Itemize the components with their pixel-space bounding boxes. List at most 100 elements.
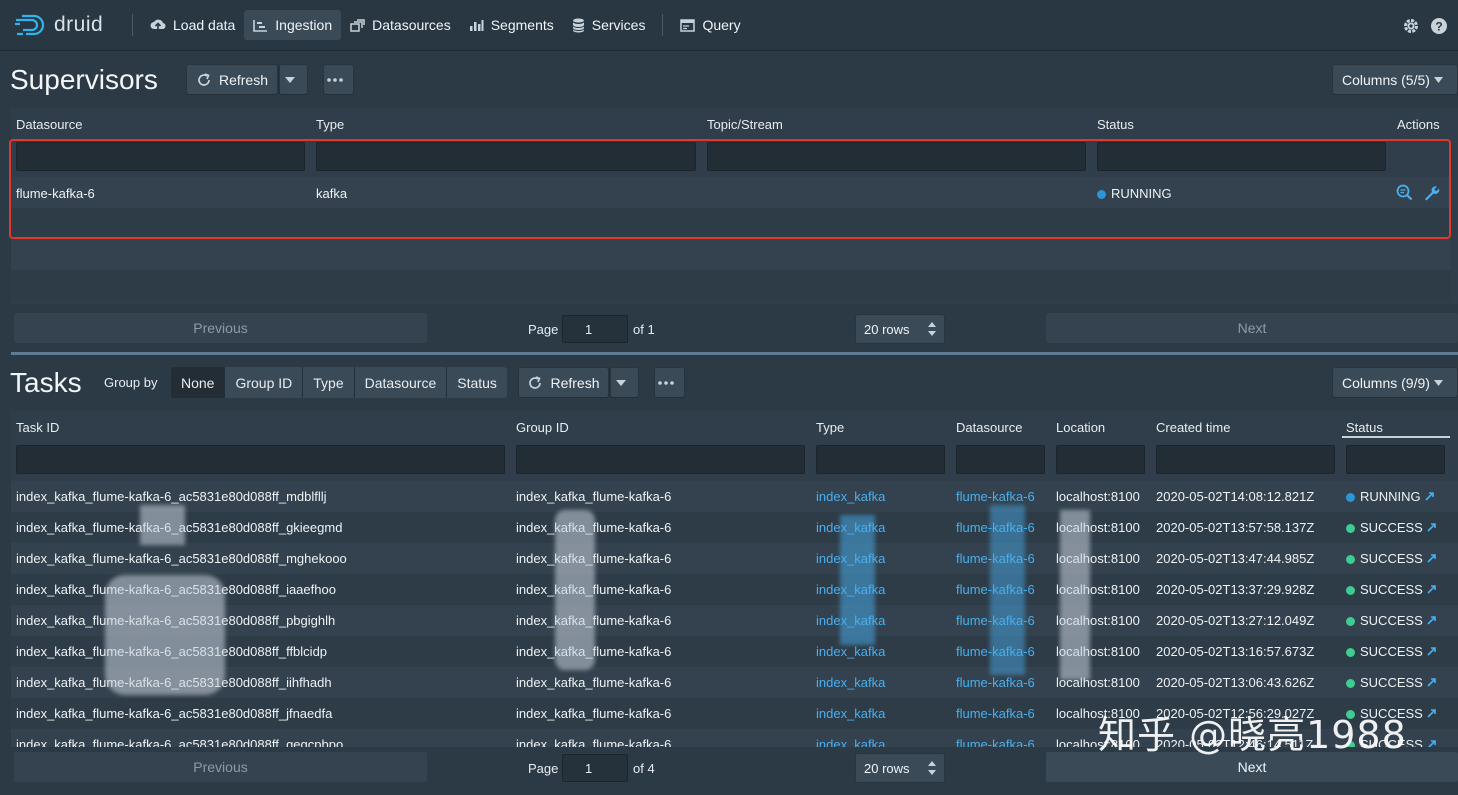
arrow-top-right-icon[interactable] <box>1427 646 1437 656</box>
top-nav-bar: druid Load data Ingestion Datasources Se… <box>0 0 1458 51</box>
arrow-top-right-icon[interactable] <box>1427 708 1437 718</box>
header-created-time[interactable]: Created time <box>1156 420 1231 435</box>
filter-group-id-input[interactable] <box>516 445 805 474</box>
tasks-title: Tasks <box>10 367 82 398</box>
nav-datasources[interactable]: Datasources <box>341 10 460 40</box>
tasks-previous-button[interactable]: Previous <box>14 752 427 782</box>
header-task-id[interactable]: Task ID <box>16 420 60 435</box>
tasks-refresh-button[interactable]: Refresh <box>518 367 609 398</box>
arrow-top-right-icon[interactable] <box>1427 677 1437 687</box>
nav-services[interactable]: Services <box>563 10 655 40</box>
header-datasource[interactable]: Datasource <box>956 420 1023 435</box>
tasks-rows-select[interactable]: 20 rows <box>855 753 945 783</box>
caret-down-icon <box>1434 380 1443 386</box>
cell-status: SUCCESS <box>1346 582 1437 597</box>
header-actions: Actions <box>1397 117 1440 132</box>
filter-status-input[interactable] <box>1097 142 1386 171</box>
header-topic-stream[interactable]: Topic/Stream <box>707 117 783 132</box>
cell-type[interactable]: index_kafka <box>816 582 946 597</box>
cell-type[interactable]: index_kafka <box>816 613 946 628</box>
filter-type-input[interactable] <box>816 445 945 474</box>
group-by-status[interactable]: Status <box>447 367 507 398</box>
tasks-more-button[interactable] <box>654 367 685 398</box>
header-status[interactable]: Status <box>1097 117 1134 132</box>
header-location[interactable]: Location <box>1056 420 1106 435</box>
table-row: index_kafka_flume-kafka-6_ac5831e80d088f… <box>11 605 1458 636</box>
header-status[interactable]: Status <box>1346 420 1383 435</box>
cell-datasource[interactable]: flume-kafka-6 <box>956 551 1035 566</box>
cell-type[interactable]: index_kafka <box>816 706 886 721</box>
nav-divider <box>132 14 133 36</box>
nav-segments[interactable]: Segments <box>460 10 563 40</box>
filter-task-id-input[interactable] <box>16 445 505 474</box>
cell-location: localhost:8100 <box>1056 737 1140 747</box>
cell-created-time: 2020-05-02T14:08:12.821Z <box>1156 489 1315 504</box>
cell-datasource[interactable]: flume-kafka-6 <box>956 644 1035 659</box>
filter-status-input[interactable] <box>1346 445 1445 474</box>
table-row: index_kafka_flume-kafka-6_ac5831e80d088f… <box>11 636 1458 667</box>
cell-task-id: index_kafka_flume-kafka-6_ac5831e80d088f… <box>16 551 347 566</box>
settings-cog-icon[interactable] <box>1402 17 1420 35</box>
supervisors-columns-button[interactable]: Columns (5/5) <box>1332 64 1458 95</box>
nav-divider <box>662 14 664 36</box>
filter-type-input[interactable] <box>316 142 696 171</box>
status-dot-icon <box>1346 586 1355 595</box>
arrow-top-right-icon[interactable] <box>1427 739 1437 747</box>
supervisors-next-button[interactable]: Next <box>1046 313 1458 343</box>
header-type[interactable]: Type <box>816 420 845 435</box>
section-divider[interactable] <box>11 352 1458 355</box>
tasks-refresh-label: Refresh <box>550 374 600 391</box>
group-by-group-id[interactable]: Group ID <box>225 367 304 398</box>
cell-datasource[interactable]: flume-kafka-6 <box>956 489 1035 504</box>
filter-location-input[interactable] <box>1056 445 1145 474</box>
supervisors-previous-button[interactable]: Previous <box>14 313 427 343</box>
tasks-refresh-dropdown[interactable] <box>609 367 639 398</box>
header-group-id[interactable]: Group ID <box>516 420 569 435</box>
cell-type[interactable]: index_kafka <box>816 489 886 504</box>
cell-datasource[interactable]: flume-kafka-6 <box>956 706 1035 721</box>
cell-datasource[interactable]: flume-kafka-6 <box>956 520 1035 535</box>
druid-logo[interactable]: druid <box>14 13 124 37</box>
supervisors-rows-select[interactable]: 20 rows <box>855 314 945 344</box>
cell-datasource[interactable]: flume-kafka-6 <box>956 675 1035 690</box>
status-text: SUCCESS <box>1360 675 1423 690</box>
arrow-top-right-icon[interactable] <box>1427 615 1437 625</box>
cell-group-id: index_kafka_flume-kafka-6 <box>516 489 672 504</box>
wrench-icon[interactable] <box>1423 184 1440 201</box>
tasks-page-input[interactable]: 1 <box>562 754 628 782</box>
table-row: index_kafka_flume-kafka-6_ac5831e80d088f… <box>11 667 1458 698</box>
arrow-top-right-icon[interactable] <box>1425 491 1435 501</box>
supervisors-page-input[interactable]: 1 <box>562 315 628 343</box>
header-type[interactable]: Type <box>316 117 345 132</box>
arrow-top-right-icon[interactable] <box>1427 553 1437 563</box>
cell-type: kafka <box>316 186 348 201</box>
filter-datasource-input[interactable] <box>956 445 1045 474</box>
tasks-columns-button[interactable]: Columns (9/9) <box>1332 367 1458 398</box>
cell-datasource[interactable]: flume-kafka-6 <box>956 582 1035 597</box>
tasks-next-button[interactable]: Next <box>1046 752 1458 782</box>
cell-type[interactable]: index_kafka <box>816 520 946 535</box>
nav-query[interactable]: Query <box>671 10 749 40</box>
group-by-datasource[interactable]: Datasource <box>354 367 448 398</box>
arrow-top-right-icon[interactable] <box>1427 584 1437 594</box>
cell-datasource[interactable]: flume-kafka-6 <box>956 613 1035 628</box>
cell-type[interactable]: index_kafka <box>816 737 886 747</box>
supervisors-refresh-dropdown[interactable] <box>278 64 308 95</box>
supervisors-more-button[interactable] <box>323 64 354 95</box>
group-by-none[interactable]: None <box>171 367 226 398</box>
filter-topic-input[interactable] <box>707 142 1086 171</box>
help-icon[interactable]: ? <box>1430 17 1448 35</box>
arrow-top-right-icon[interactable] <box>1427 522 1437 532</box>
cell-type[interactable]: index_kafka <box>816 644 886 659</box>
header-datasource[interactable]: Datasource <box>16 117 83 132</box>
supervisors-refresh-button[interactable]: Refresh <box>186 64 278 95</box>
filter-datasource-input[interactable] <box>16 142 305 171</box>
cell-type[interactable]: index_kafka <box>816 551 946 566</box>
filter-created-time-input[interactable] <box>1156 445 1335 474</box>
nav-ingestion[interactable]: Ingestion <box>244 10 342 40</box>
cell-type[interactable]: index_kafka <box>816 675 886 690</box>
group-by-type[interactable]: Type <box>303 367 355 398</box>
search-template-icon[interactable] <box>1396 184 1413 201</box>
cell-datasource[interactable]: flume-kafka-6 <box>956 737 1035 747</box>
nav-load-data[interactable]: Load data <box>141 10 244 40</box>
